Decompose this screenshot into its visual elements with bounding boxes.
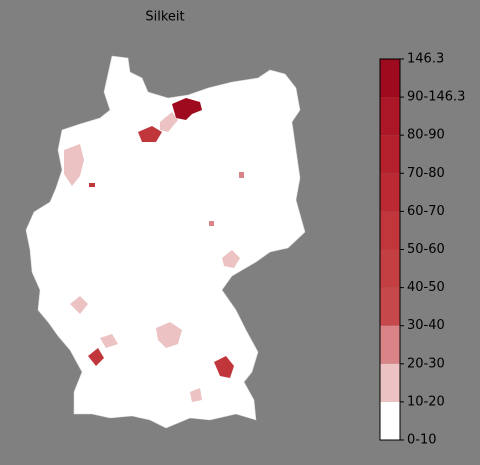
colorbar-segment xyxy=(380,97,400,136)
region xyxy=(214,356,234,378)
region xyxy=(88,348,104,366)
colorbar-segment xyxy=(380,325,400,364)
colorbar-label: 60-70 xyxy=(407,204,445,219)
colorbar-segment xyxy=(380,287,400,326)
colorbar-label: 70-80 xyxy=(407,166,445,181)
colorbar-segment xyxy=(380,59,400,98)
region xyxy=(239,172,244,178)
colorbar-label: 20-30 xyxy=(407,356,445,371)
region xyxy=(64,144,84,186)
colorbar-label: 50-60 xyxy=(407,242,445,257)
region xyxy=(190,388,202,402)
colorbar-segment xyxy=(380,363,400,402)
region xyxy=(70,296,88,314)
colorbar-segment xyxy=(380,135,400,174)
colorbar-label: 30-40 xyxy=(407,318,445,333)
region xyxy=(100,334,118,348)
region xyxy=(172,98,202,120)
region xyxy=(156,322,182,348)
colorbar-label: 0-10 xyxy=(407,433,437,448)
colorbar: 146.3 90-146.3 80-90 70-80 60-70 50-60 40-50 30… xyxy=(379,52,465,448)
colorbar-segment xyxy=(380,211,400,250)
colorbar-label: 80-90 xyxy=(407,128,445,143)
colorbar-segment xyxy=(380,249,400,288)
colorbar-label: 90-146.3 xyxy=(407,90,465,105)
region xyxy=(138,126,162,142)
germany-map xyxy=(25,55,306,429)
region xyxy=(89,183,95,187)
region xyxy=(222,250,240,268)
colorbar-segment xyxy=(380,401,400,440)
colorbar-segment xyxy=(380,173,400,212)
colorbar-label: 40-50 xyxy=(407,280,445,295)
region xyxy=(160,112,178,132)
region xyxy=(209,221,214,226)
colorbar-label: 146.3 xyxy=(407,52,444,67)
country-outline xyxy=(25,55,306,429)
colorbar-label: 10-20 xyxy=(407,394,445,409)
map-title: Silkeit xyxy=(145,10,184,25)
